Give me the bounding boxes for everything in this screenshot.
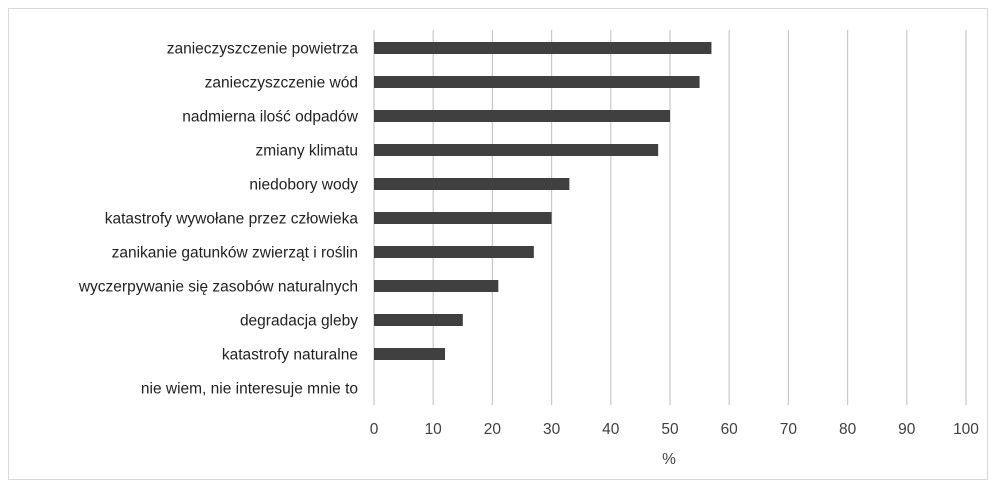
category-label: degradacja gleby: [240, 313, 358, 330]
category-label: zmiany klimatu: [256, 143, 359, 160]
category-label: zanieczyszczenie wód: [205, 75, 358, 92]
bar: [374, 348, 446, 360]
x-tick-label: 0: [370, 421, 379, 438]
category-label: katastrofy naturalne: [222, 347, 358, 364]
grid-lines: [373, 30, 967, 405]
bar: [374, 212, 552, 224]
x-tick-label: 40: [602, 421, 620, 438]
bar: [374, 246, 534, 258]
category-label: katastrofy wywołane przez człowieka: [105, 211, 359, 228]
category-labels: zanieczyszczenie powietrza zanieczyszczen…: [78, 41, 359, 398]
x-tick-label: 100: [953, 421, 979, 438]
category-label: zanikanie gatunków zwierząt i roślin: [112, 245, 358, 262]
category-label: zanieczyszczenie powietrza: [167, 41, 359, 58]
category-label: nadmierna ilość odpadów: [182, 109, 359, 126]
x-tick-label: 80: [839, 421, 857, 438]
bar: [374, 280, 499, 292]
x-tick-label: 20: [484, 421, 502, 438]
x-tick-label: 30: [543, 421, 561, 438]
x-tick-label: 70: [780, 421, 798, 438]
bars: [374, 42, 712, 360]
category-label: niedobory wody: [249, 177, 358, 194]
bar: [374, 314, 463, 326]
category-label: nie wiem, nie interesuje mnie to: [141, 381, 358, 398]
bar: [374, 144, 659, 156]
bar: [374, 178, 570, 190]
x-axis-title: %: [662, 451, 676, 468]
bar: [374, 42, 712, 54]
x-tick-label: 50: [661, 421, 679, 438]
x-tick-label: 60: [721, 421, 739, 438]
bar: [374, 110, 670, 122]
category-label: wyczerpywanie się zasobów naturalnych: [78, 279, 358, 296]
bar: [374, 76, 700, 88]
x-tick-label: 90: [898, 421, 916, 438]
tick-labels: 0 10 20 30 40 50 60 70 80 90 100: [370, 421, 980, 438]
x-tick-label: 10: [425, 421, 443, 438]
